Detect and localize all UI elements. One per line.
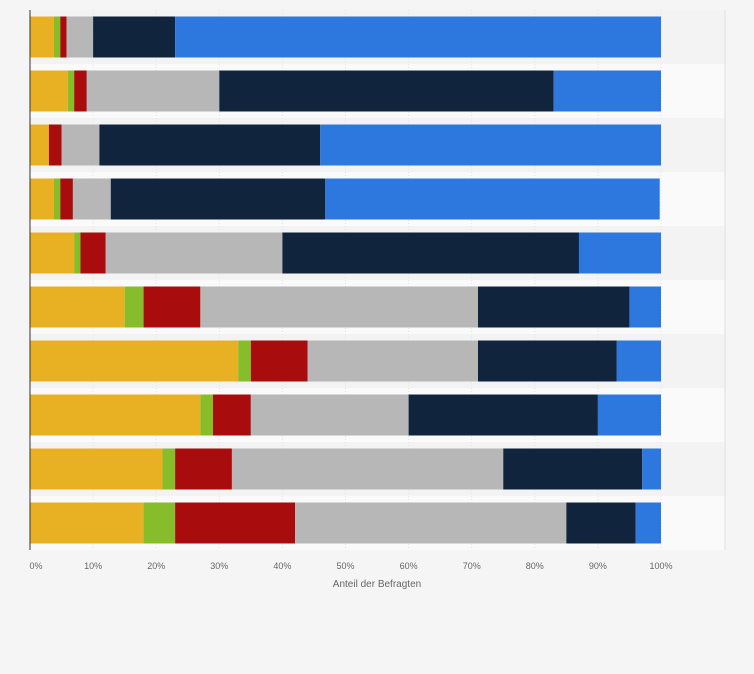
bar-segment-2[interactable] — [200, 394, 213, 436]
bar-segment-6[interactable] — [629, 286, 661, 328]
bar-segment-6[interactable] — [553, 70, 661, 112]
bar-segment-4[interactable] — [86, 70, 220, 112]
bar-segment-6[interactable] — [325, 178, 660, 220]
bar-segment-4[interactable] — [295, 502, 567, 544]
bar-segment-2[interactable] — [74, 232, 81, 274]
bar-segment-5[interactable] — [93, 16, 176, 58]
bar-segment-1[interactable] — [30, 286, 125, 328]
bar-segment-3[interactable] — [143, 286, 201, 328]
bar-segment-2[interactable] — [67, 70, 75, 112]
bar-segment-3[interactable] — [60, 16, 67, 58]
bar-segment-3[interactable] — [80, 232, 106, 274]
bar-segment-6[interactable] — [175, 16, 661, 58]
x-tick-label: 100% — [649, 561, 672, 571]
bar-segment-2[interactable] — [238, 340, 251, 382]
bar-segment-1[interactable] — [30, 340, 239, 382]
bar-segment-2[interactable] — [53, 16, 61, 58]
x-tick-label: 60% — [400, 561, 418, 571]
bar-segment-1[interactable] — [30, 502, 144, 544]
bar-segment-3[interactable] — [48, 124, 62, 166]
bar-segment-4[interactable] — [61, 124, 100, 166]
x-tick-label: 80% — [526, 561, 544, 571]
bar-segment-5[interactable] — [219, 70, 554, 112]
bar-segment-2[interactable] — [143, 502, 176, 544]
x-tick-label: 0% — [29, 561, 42, 571]
bar-segment-4[interactable] — [231, 448, 504, 490]
bar-segment-4[interactable] — [72, 178, 111, 220]
bar-segment-3[interactable] — [212, 394, 251, 436]
bar-segment-1[interactable] — [30, 448, 163, 490]
bar-segment-4[interactable] — [200, 286, 479, 328]
bar-segment-3[interactable] — [60, 178, 73, 220]
bar-segment-6[interactable] — [320, 124, 661, 166]
x-tick-label: 30% — [210, 561, 228, 571]
bar-segment-6[interactable] — [635, 502, 661, 544]
bar-segment-1[interactable] — [30, 70, 68, 112]
bar-segment-4[interactable] — [307, 340, 479, 382]
bar-segment-5[interactable] — [478, 340, 617, 382]
bar-segment-2[interactable] — [124, 286, 144, 328]
bar-segment-2[interactable] — [162, 448, 176, 490]
x-tick-label: 50% — [336, 561, 354, 571]
bar-segment-5[interactable] — [566, 502, 636, 544]
bar-segment-4[interactable] — [105, 232, 283, 274]
bar-segment-3[interactable] — [74, 70, 87, 112]
bar-segment-1[interactable] — [30, 124, 49, 166]
x-axis-label: Anteil der Befragten — [333, 579, 421, 590]
bar-segment-1[interactable] — [30, 394, 201, 436]
bar-segment-6[interactable] — [578, 232, 661, 274]
bar-segment-5[interactable] — [282, 232, 579, 274]
bar-segment-6[interactable] — [597, 394, 661, 436]
bar-segment-6[interactable] — [616, 340, 661, 382]
bar-segment-5[interactable] — [503, 448, 643, 490]
x-tick-label: 10% — [84, 561, 102, 571]
bar-segment-3[interactable] — [250, 340, 308, 382]
bar-segment-1[interactable] — [30, 178, 54, 220]
bar-segment-1[interactable] — [30, 16, 54, 58]
x-tick-label: 40% — [273, 561, 291, 571]
bar-segment-4[interactable] — [66, 16, 94, 58]
bar-segment-5[interactable] — [478, 286, 630, 328]
bar-segment-3[interactable] — [175, 502, 296, 544]
x-tick-label: 90% — [589, 561, 607, 571]
bar-segment-6[interactable] — [642, 448, 661, 490]
bar-segment-2[interactable] — [53, 178, 61, 220]
bar-segment-3[interactable] — [175, 448, 232, 490]
x-tick-label: 70% — [463, 561, 481, 571]
bar-segment-5[interactable] — [99, 124, 321, 166]
bar-segment-5[interactable] — [110, 178, 326, 220]
bar-segment-5[interactable] — [408, 394, 598, 436]
bar-segment-4[interactable] — [250, 394, 409, 436]
x-tick-label: 20% — [147, 561, 165, 571]
bar-segment-1[interactable] — [30, 232, 75, 274]
